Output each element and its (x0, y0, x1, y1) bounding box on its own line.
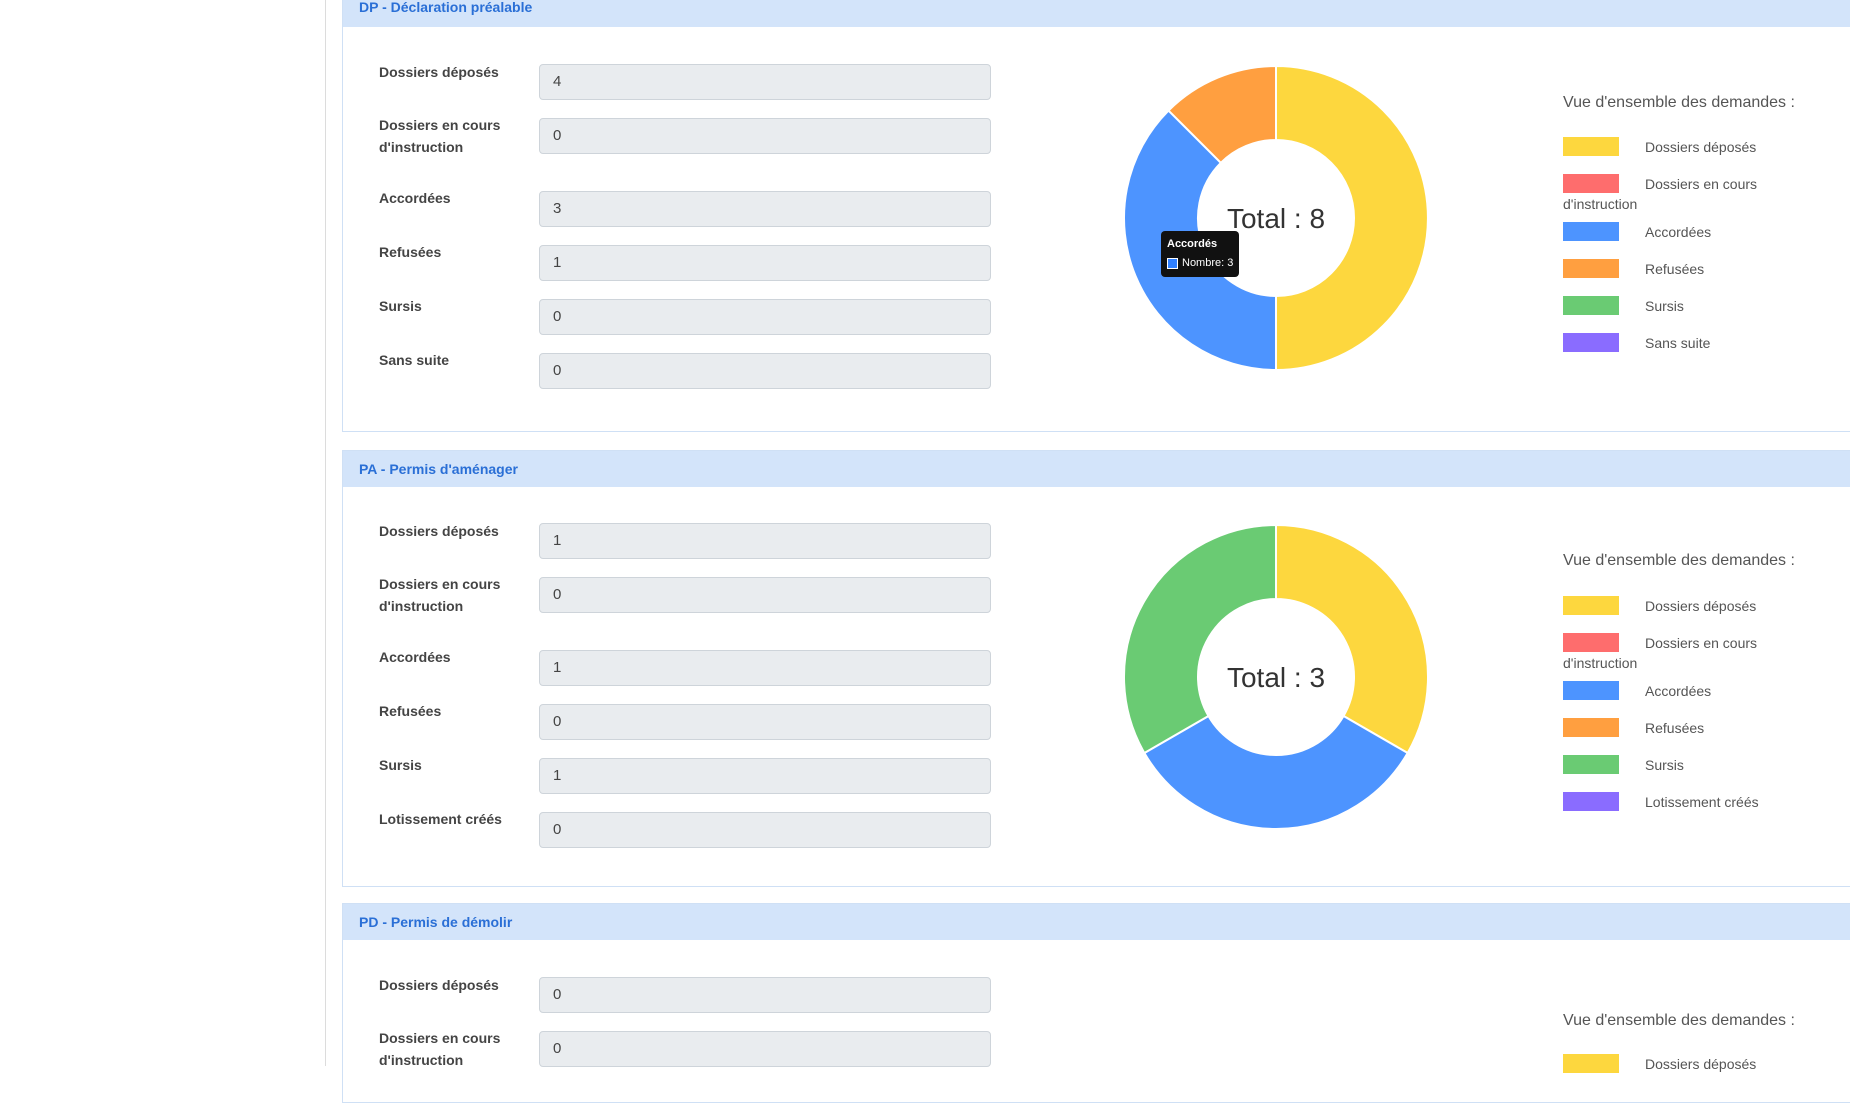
lotissement-crees-field[interactable]: 0 (539, 812, 991, 848)
field-label: Refusées (379, 244, 442, 260)
legend-swatch (1563, 137, 1619, 156)
legend-title: Vue d'ensemble des demandes : (1563, 1012, 1795, 1029)
left-sidebar (0, 0, 326, 1066)
legend-item[interactable]: Lotissement créés (1563, 792, 1813, 829)
refusees-field[interactable]: 1 (539, 245, 991, 281)
field-label: Sans suite (379, 352, 450, 368)
doughnut-chart-svg: Total : 8 (1123, 64, 1429, 372)
field-label: Refusées (379, 703, 442, 719)
sursis-field[interactable]: 0 (539, 299, 991, 335)
field-label: Sursis (379, 757, 422, 773)
chart-tooltip: Accordés Nombre: 3 (1161, 231, 1240, 277)
panel-header[interactable]: PD - Permis de démolir (343, 904, 1850, 940)
accordees-field[interactable]: 1 (539, 650, 991, 686)
legend-swatch (1563, 718, 1619, 737)
legend-label: Lotissement créés (1645, 794, 1759, 810)
legend-swatch (1563, 222, 1619, 241)
legend-swatch (1563, 174, 1619, 193)
chart-slice-1[interactable] (1275, 64, 1429, 372)
field-label: Dossiers en cours d'instruction (379, 1030, 501, 1068)
chart-slice-1[interactable] (1275, 523, 1429, 755)
dossiers-en-cours-field[interactable]: 0 (539, 577, 991, 613)
dossiers-en-cours-field[interactable]: 0 (539, 1031, 991, 1067)
chart-slice-3[interactable] (1142, 714, 1410, 830)
legend-swatch (1563, 259, 1619, 278)
legend-label: Accordées (1645, 683, 1712, 699)
field-label: Accordées (379, 649, 451, 665)
legend-label: Dossiers déposés (1645, 139, 1757, 155)
dossiers-deposes-field[interactable]: 4 (539, 64, 991, 100)
chart-total-label: Total : 8 (1227, 203, 1325, 234)
field-label: Dossiers en cours d'instruction (379, 576, 501, 614)
legend-item[interactable]: Dossiers en cours d'instruction (1563, 633, 1813, 681)
field-label: Dossiers déposés (379, 523, 499, 539)
legend-item[interactable]: Accordées (1563, 681, 1813, 718)
accordees-field[interactable]: 3 (539, 191, 991, 227)
panel-header[interactable]: DP - Déclaration préalable (343, 0, 1850, 27)
legend-swatch (1563, 296, 1619, 315)
refusees-field[interactable]: 0 (539, 704, 991, 740)
field-label: Lotissement créés (379, 811, 502, 827)
sans-suite-field[interactable]: 0 (539, 353, 991, 389)
legend-item[interactable]: Dossiers déposés (1563, 596, 1813, 633)
panel-title: PD - Permis de démolir (359, 914, 513, 930)
doughnut-chart-svg: Total : 3 (1123, 523, 1429, 830)
field-label: Dossiers déposés (379, 977, 499, 993)
legend-label: Refusées (1645, 720, 1705, 736)
panel-dp: DP - Déclaration préalable Dossiers dépo… (342, 0, 1850, 432)
tooltip-text: Nombre: 3 (1182, 257, 1234, 269)
dossiers-en-cours-field[interactable]: 0 (539, 118, 991, 154)
legend-item[interactable]: Refusées (1563, 259, 1813, 296)
chart-slice-5[interactable] (1123, 523, 1277, 755)
legend-label: Sursis (1645, 757, 1684, 773)
panel-pa: PA - Permis d'aménager Dossiers déposés … (342, 450, 1850, 887)
legend-label: Dossiers en cours d'instruction (1563, 176, 1758, 212)
doughnut-chart: Total : 3 (1121, 522, 1431, 837)
sursis-field[interactable]: 1 (539, 758, 991, 794)
legend-label: Dossiers en cours d'instruction (1563, 635, 1758, 671)
chart-total-label: Total : 3 (1227, 662, 1325, 693)
chart-slice-4[interactable] (1167, 64, 1277, 165)
chart-legend: Dossiers déposés (1563, 1054, 1813, 1091)
legend-swatch (1563, 1054, 1619, 1073)
panel-title: DP - Déclaration préalable (359, 0, 533, 15)
field-label: Sursis (379, 298, 422, 314)
field-label: Dossiers déposés (379, 64, 499, 80)
field-label: Accordées (379, 190, 451, 206)
legend-swatch (1563, 596, 1619, 615)
legend-item[interactable]: Dossiers déposés (1563, 137, 1813, 174)
legend-item[interactable]: Accordées (1563, 222, 1813, 259)
legend-swatch (1563, 755, 1619, 774)
legend-item[interactable]: Dossiers en cours d'instruction (1563, 174, 1813, 222)
legend-label: Accordées (1645, 224, 1712, 240)
legend-item[interactable]: Sursis (1563, 755, 1813, 792)
legend-item[interactable]: Refusées (1563, 718, 1813, 755)
legend-item[interactable]: Dossiers déposés (1563, 1054, 1813, 1091)
legend-label: Refusées (1645, 261, 1705, 277)
legend-swatch (1563, 633, 1619, 652)
legend-label: Sans suite (1645, 335, 1711, 351)
legend-swatch (1563, 333, 1619, 352)
legend-label: Dossiers déposés (1645, 598, 1757, 614)
panel-pd: PD - Permis de démolir Dossiers déposés … (342, 903, 1850, 1103)
dossiers-deposes-field[interactable]: 1 (539, 523, 991, 559)
panel-header[interactable]: PA - Permis d'aménager (343, 451, 1850, 487)
dossiers-deposes-field[interactable]: 0 (539, 977, 991, 1013)
field-label: Dossiers en cours d'instruction (379, 117, 501, 155)
tooltip-color-box (1167, 257, 1178, 269)
legend-swatch (1563, 792, 1619, 811)
chart-legend: Dossiers déposés Dossiers en cours d'ins… (1563, 137, 1813, 370)
panel-title: PA - Permis d'aménager (359, 461, 518, 477)
legend-item[interactable]: Sans suite (1563, 333, 1813, 370)
legend-title: Vue d'ensemble des demandes : (1563, 552, 1795, 569)
legend-title: Vue d'ensemble des demandes : (1563, 94, 1795, 111)
chart-legend: Dossiers déposés Dossiers en cours d'ins… (1563, 596, 1813, 829)
legend-swatch (1563, 681, 1619, 700)
legend-label: Sursis (1645, 298, 1684, 314)
tooltip-title: Accordés (1167, 238, 1218, 250)
doughnut-chart: Total : 8 Accordés Nombre: 3 (1121, 63, 1431, 378)
legend-item[interactable]: Sursis (1563, 296, 1813, 333)
